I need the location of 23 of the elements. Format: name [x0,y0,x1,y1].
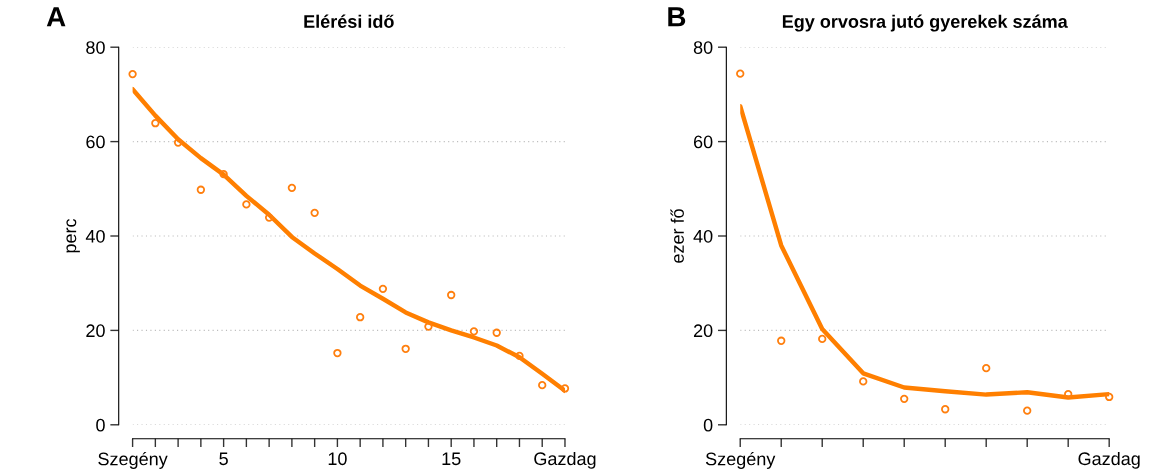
x-tick-label: Gazdag [534,451,596,469]
y-tick-label: 40 [85,229,105,243]
y-tick-label: 40 [693,229,713,243]
text: A [46,7,66,27]
y-tick-label: 20 [693,324,713,338]
y-tick-label: 60 [693,135,713,149]
x-tick-label: Szegény [705,451,776,469]
y-tick-label: 20 [86,324,105,338]
x-tick-label: 10 [328,452,347,466]
chart-title: Elérési idő [304,14,394,28]
x-tick-label: Szegény [98,451,168,469]
chart-title: Egy orvosra jutó gyerekek száma [782,14,1068,32]
x-tick-label: 5 [219,452,228,466]
y-tick-label: 0 [703,418,713,432]
y-tick-label: 0 [96,418,105,432]
y-axis-title: perc [66,218,80,253]
x-tick-label: Gazdag [1078,451,1140,469]
y-tick-label: 80 [693,41,713,54]
y-tick-label: 60 [86,135,105,149]
x-tick-label: 15 [442,452,461,466]
text: B [668,7,686,27]
y-tick-label: 80 [86,41,105,54]
y-axis-title: ezer fő [670,209,684,263]
